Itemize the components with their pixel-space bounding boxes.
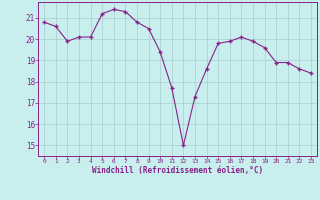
X-axis label: Windchill (Refroidissement éolien,°C): Windchill (Refroidissement éolien,°C): [92, 166, 263, 175]
